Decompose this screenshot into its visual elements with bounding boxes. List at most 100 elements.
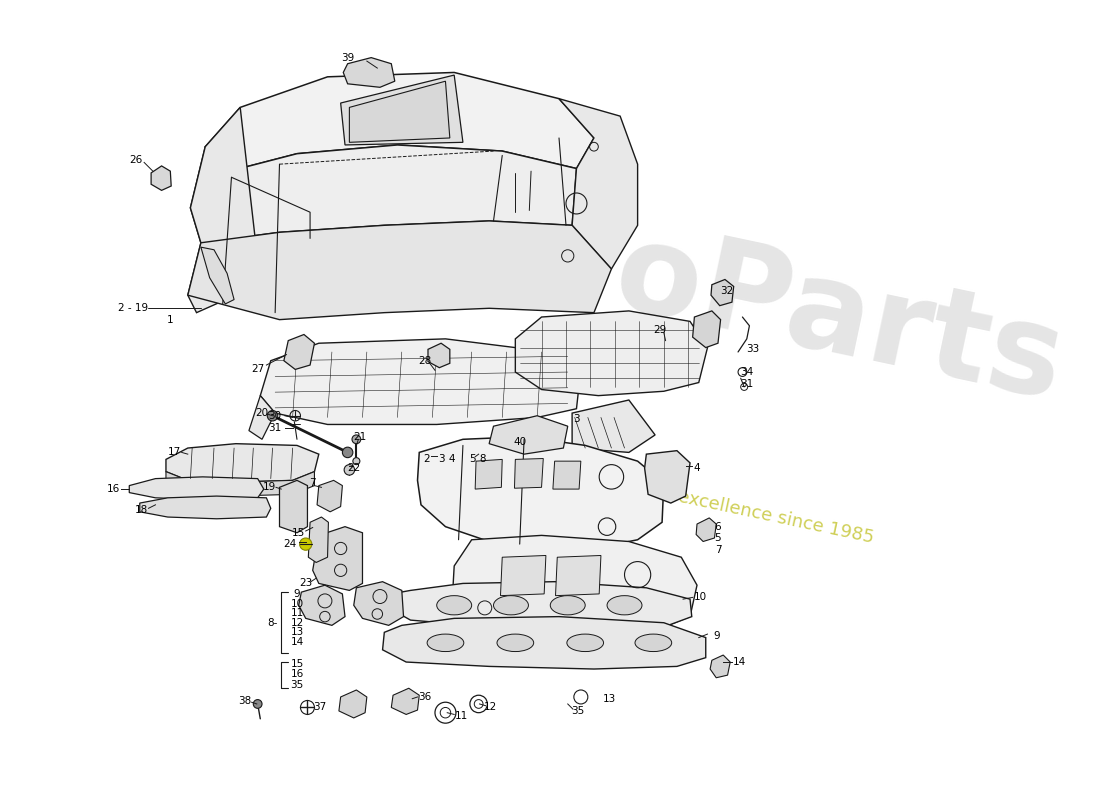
Polygon shape [188, 221, 612, 320]
Text: 35: 35 [572, 706, 585, 716]
Polygon shape [515, 311, 707, 396]
Ellipse shape [494, 596, 528, 615]
Text: 27: 27 [251, 365, 264, 374]
Text: 11: 11 [290, 608, 304, 618]
Polygon shape [312, 526, 363, 590]
Text: 2: 2 [422, 454, 430, 464]
Text: 35: 35 [290, 680, 304, 690]
Polygon shape [299, 585, 345, 626]
Text: 3 4: 3 4 [439, 454, 455, 464]
Polygon shape [341, 75, 463, 145]
Text: 24: 24 [284, 539, 297, 549]
Text: 6: 6 [715, 522, 722, 532]
Text: 14: 14 [733, 657, 746, 667]
Polygon shape [428, 343, 450, 368]
Text: 15: 15 [290, 658, 304, 669]
Polygon shape [339, 690, 366, 718]
Polygon shape [693, 311, 720, 347]
Polygon shape [711, 655, 730, 678]
Text: 29: 29 [652, 325, 667, 335]
Polygon shape [343, 58, 395, 87]
Polygon shape [388, 582, 692, 629]
Ellipse shape [635, 634, 672, 651]
Circle shape [344, 465, 354, 475]
Polygon shape [206, 73, 594, 173]
Polygon shape [279, 480, 308, 533]
Text: 3: 3 [573, 414, 580, 424]
Ellipse shape [550, 596, 585, 615]
Text: 39: 39 [341, 53, 354, 62]
Text: 10: 10 [694, 592, 707, 602]
Text: 23: 23 [299, 578, 312, 589]
Text: 13: 13 [603, 694, 616, 704]
Polygon shape [392, 688, 419, 714]
Text: 26: 26 [129, 155, 142, 165]
Polygon shape [284, 334, 315, 370]
Circle shape [267, 410, 278, 421]
Text: 15: 15 [293, 528, 306, 538]
Text: 7: 7 [309, 478, 316, 488]
Polygon shape [572, 400, 656, 453]
Polygon shape [249, 396, 275, 439]
Polygon shape [151, 166, 172, 190]
Ellipse shape [427, 634, 464, 651]
Text: 30: 30 [268, 410, 282, 421]
Polygon shape [645, 450, 690, 503]
Text: 22: 22 [348, 463, 361, 473]
Text: 16: 16 [290, 670, 304, 679]
Polygon shape [140, 496, 271, 518]
Text: 9: 9 [713, 631, 719, 641]
Text: 34: 34 [740, 367, 754, 377]
Polygon shape [559, 98, 638, 269]
Polygon shape [475, 459, 503, 489]
Polygon shape [711, 279, 734, 306]
Text: 10: 10 [290, 598, 304, 609]
Text: 8-: 8- [267, 618, 277, 628]
Text: 28: 28 [418, 356, 431, 366]
Text: 11: 11 [454, 711, 467, 721]
Polygon shape [166, 472, 315, 496]
Polygon shape [553, 461, 581, 489]
Circle shape [353, 458, 360, 465]
Text: a passion for excellence since 1985: a passion for excellence since 1985 [557, 462, 876, 547]
Circle shape [342, 447, 353, 458]
Polygon shape [696, 518, 716, 542]
Text: 18: 18 [135, 505, 149, 515]
Text: 31: 31 [740, 379, 754, 390]
Polygon shape [383, 617, 706, 669]
Text: 2 - 19: 2 - 19 [118, 303, 147, 314]
Ellipse shape [607, 596, 642, 615]
Polygon shape [515, 458, 543, 488]
Polygon shape [490, 416, 568, 454]
Text: 7: 7 [715, 546, 722, 555]
Polygon shape [166, 444, 319, 482]
Text: 13: 13 [290, 627, 304, 638]
Text: 38: 38 [238, 696, 251, 706]
Ellipse shape [566, 634, 604, 651]
Polygon shape [452, 535, 697, 631]
Polygon shape [188, 107, 257, 313]
Polygon shape [354, 582, 404, 626]
Circle shape [352, 435, 361, 444]
Text: 32: 32 [720, 286, 734, 296]
Polygon shape [190, 145, 576, 242]
Polygon shape [500, 555, 546, 596]
Polygon shape [261, 339, 581, 425]
Text: 31: 31 [268, 423, 282, 433]
Text: 21: 21 [353, 432, 366, 442]
Text: 37: 37 [314, 702, 327, 713]
Text: 20: 20 [255, 408, 268, 418]
Polygon shape [418, 437, 663, 550]
Text: 19: 19 [263, 482, 276, 492]
Circle shape [299, 538, 311, 550]
Polygon shape [201, 247, 234, 304]
Text: 40: 40 [513, 437, 526, 447]
Text: 9: 9 [294, 589, 300, 599]
Text: 17: 17 [168, 447, 182, 458]
Polygon shape [308, 517, 329, 562]
Text: 14: 14 [290, 637, 304, 647]
Text: 5: 5 [715, 533, 722, 543]
Text: 1: 1 [167, 314, 174, 325]
Ellipse shape [437, 596, 472, 615]
Ellipse shape [497, 634, 534, 651]
